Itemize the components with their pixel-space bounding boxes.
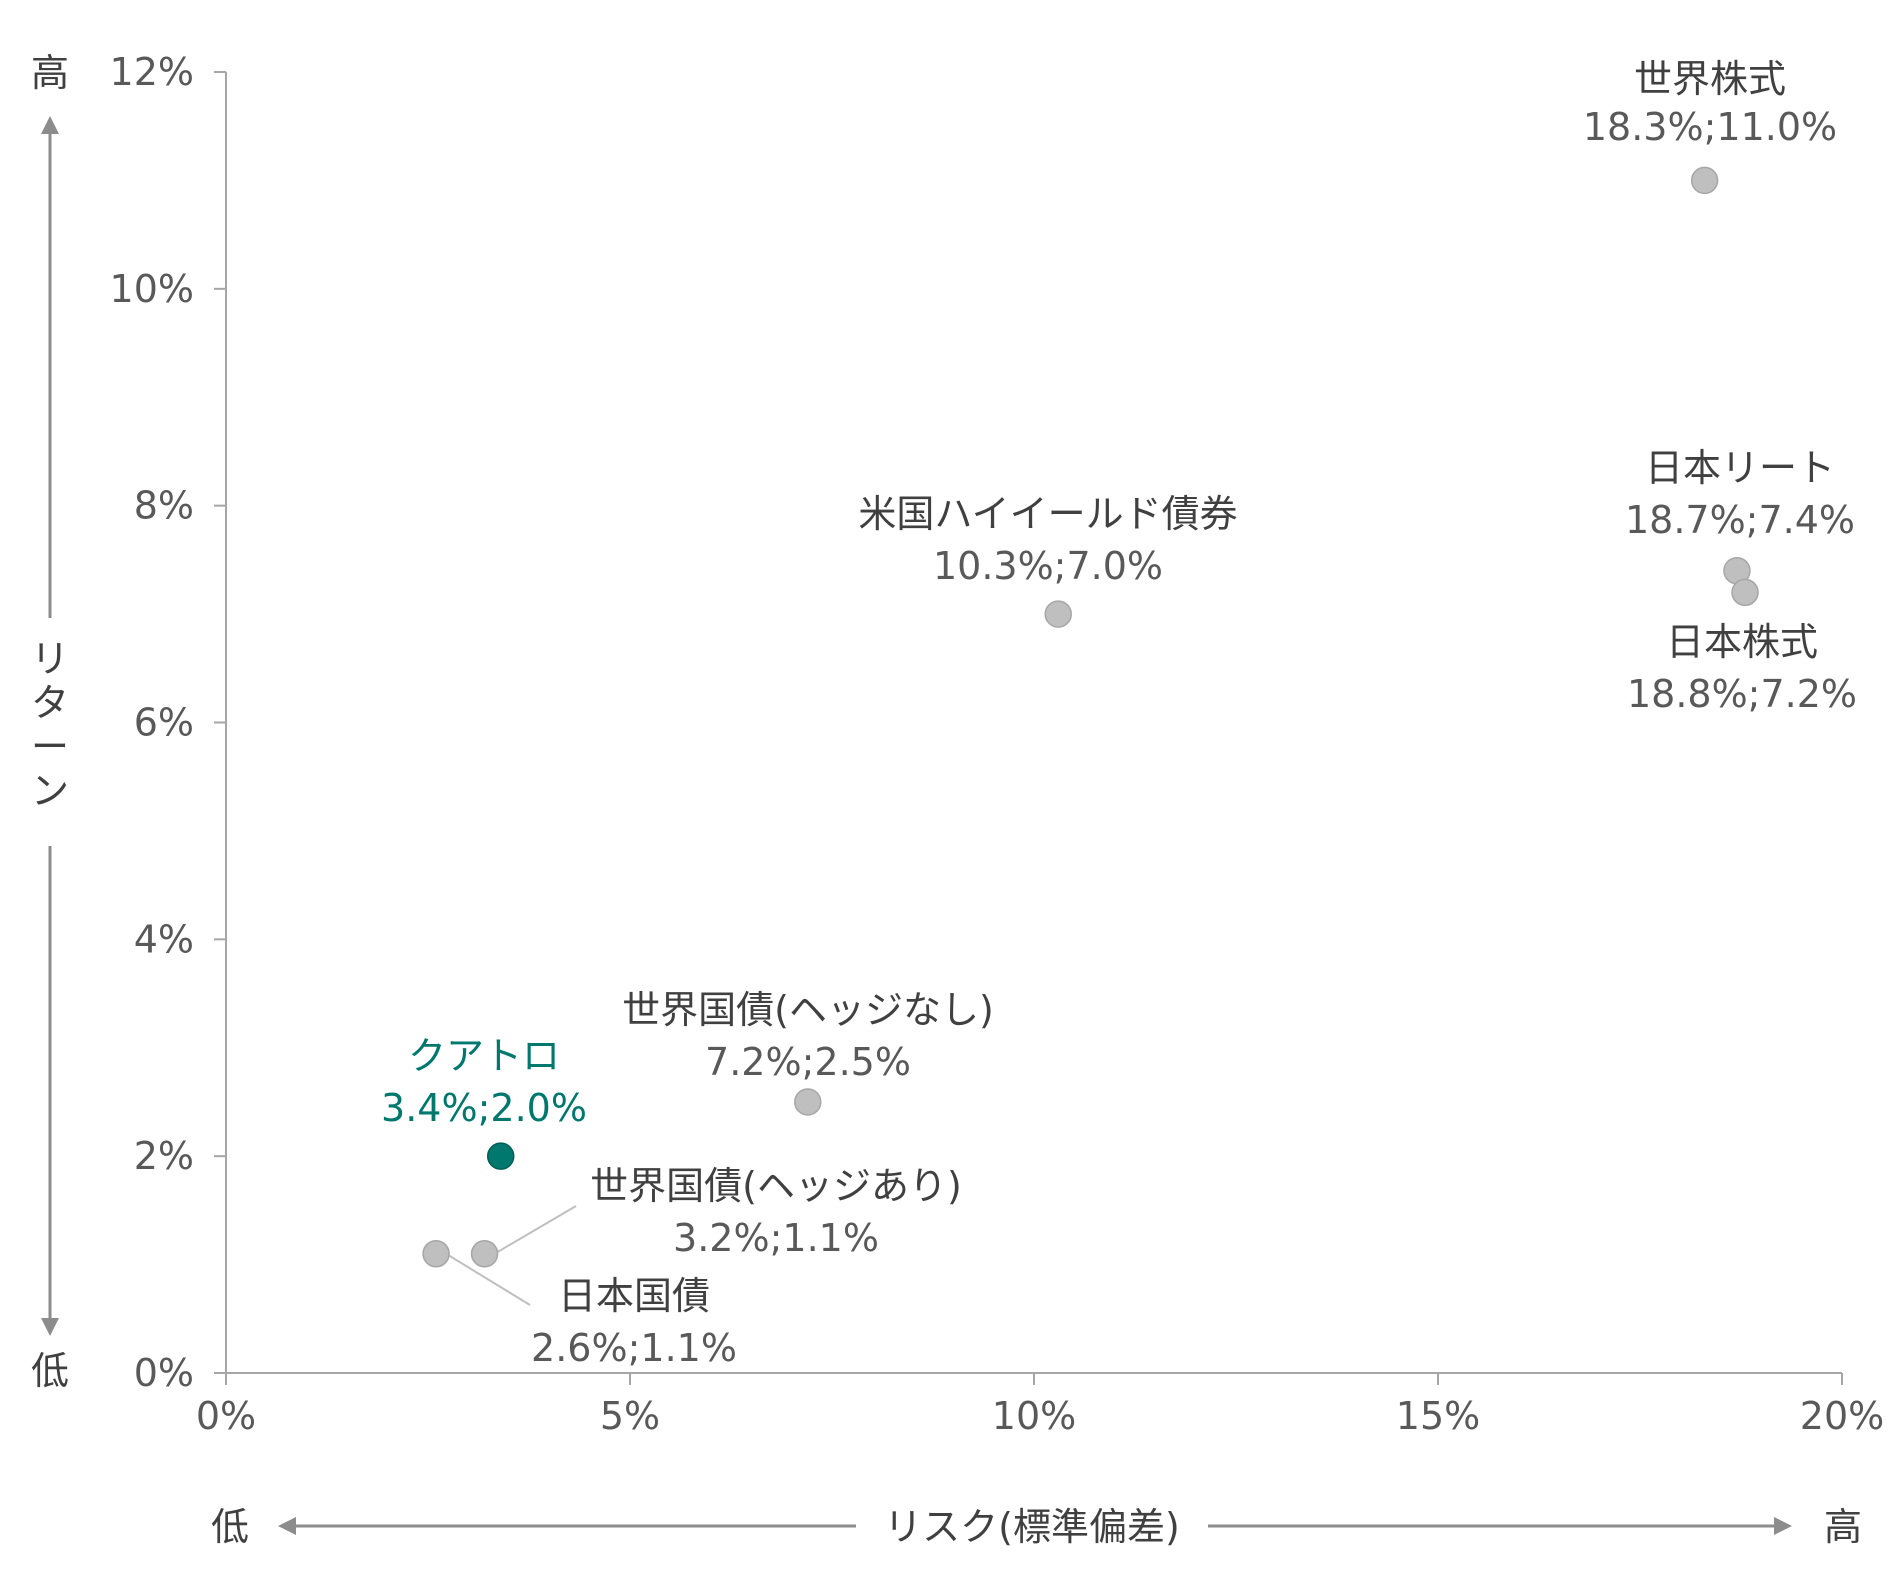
y-low-label: 低 [31,1349,69,1393]
point-name-label: 日本国債 [558,1274,710,1318]
y-axis-title-char: リ [31,637,69,681]
point-value-label: 3.4%;2.0% [381,1086,587,1130]
leader-line [445,1252,531,1306]
y-axis-title-char: ー [31,725,69,769]
point-name-label: 日本株式 [1666,620,1818,664]
y-tick-label: 4% [134,917,194,961]
point-name-label: 米国ハイイールド債券 [858,492,1237,536]
y-arrow-down-head [41,1318,59,1336]
point-value-label: 3.2%;1.1% [673,1216,879,1260]
data-point [422,1239,450,1268]
x-arrow-left-head [278,1517,296,1535]
point-value-label: 18.3%;11.0% [1583,105,1837,149]
x-tick-label: 15% [1396,1394,1480,1438]
y-tick-label: 6% [134,701,194,745]
x-tick-label: 0% [196,1394,256,1438]
point-value-label: 2.6%;1.1% [531,1326,737,1370]
point-name-label: 世界株式 [1634,57,1786,101]
axes [225,72,1842,1374]
data-point [470,1239,499,1268]
x-tick-label: 20% [1800,1394,1884,1438]
x-tick-label: 5% [600,1394,660,1438]
y-high-label: 高 [31,51,69,95]
data-point [1690,166,1719,195]
x-low-label: 低 [211,1505,249,1549]
y-axis-title-char: タ [31,681,69,725]
point-name-label: クアトロ [408,1034,560,1078]
point-name-label: 日本リート [1645,446,1835,490]
leader-lines [445,1205,577,1306]
y-tick-label: 2% [134,1134,194,1178]
data-point [1044,600,1072,628]
y-tick-label: 8% [134,484,194,528]
y-axis-title-char: ン [31,769,69,813]
data-point [1731,578,1759,607]
point-value-label: 18.8%;7.2% [1627,672,1857,716]
leader-line [494,1205,577,1255]
x-axis-title: リスク(標準偏差) [884,1505,1180,1549]
data-point [794,1088,822,1116]
data-point [486,1142,515,1170]
y-tick-label: 0% [134,1351,194,1395]
x-high-label: 高 [1824,1505,1862,1549]
tick-labels: 0% 2% 4% 6% 8% 10% 12% 0% 5% 10% 15% 20% [110,50,1885,1438]
data-points [422,166,1759,1268]
point-value-label: 18.7%;7.4% [1625,498,1855,542]
point-value-label: 10.3%;7.0% [933,544,1163,588]
point-name-label: 世界国債(ヘッジあり) [590,1164,962,1208]
point-value-label: 7.2%;2.5% [705,1040,911,1084]
x-tick-label: 10% [992,1394,1076,1438]
y-tick-label: 12% [110,50,194,94]
y-arrow-up-head [41,116,59,134]
y-tick-label: 10% [110,267,194,311]
x-arrow-right-head [1774,1517,1792,1535]
point-name-label: 世界国債(ヘッジなし) [622,988,994,1032]
